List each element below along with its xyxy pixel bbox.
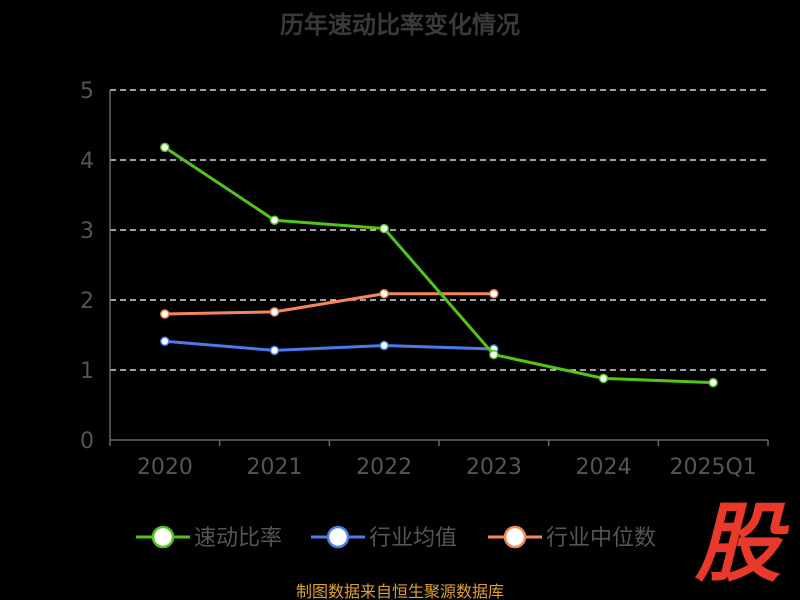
legend-label: 速动比率 — [194, 526, 282, 551]
data-point — [489, 349, 499, 360]
data-point — [708, 377, 718, 388]
x-tick-label: 2022 — [356, 455, 412, 480]
data-point — [489, 288, 499, 299]
axes: 0 1 2 3 4 5 2020 2021 2022 2023 2024 2025Q1 — [80, 79, 769, 480]
x-tick-label: 2023 — [466, 455, 522, 480]
x-tick-label: 2021 — [247, 455, 303, 480]
data-point — [379, 340, 389, 351]
legend-swatch-marker — [151, 525, 175, 549]
data-point — [160, 336, 170, 347]
x-tick-label: 2025Q1 — [670, 455, 757, 480]
data-point — [598, 373, 609, 384]
y-tick-label: 1 — [80, 359, 94, 384]
source-note: 制图数据来自恒生聚源数据库 — [296, 582, 504, 600]
data-point — [269, 307, 280, 317]
chart-title: 历年速动比率变化情况 — [280, 11, 520, 39]
data-point — [160, 309, 170, 319]
x-tick-label: 2020 — [137, 455, 193, 480]
y-tick-label: 4 — [80, 149, 94, 174]
legend-label: 行业中位数 — [546, 526, 656, 551]
y-tick-label: 2 — [80, 289, 94, 314]
brand-logo: 股 — [695, 494, 781, 594]
x-tick-label: 2024 — [576, 455, 632, 480]
legend-swatch-marker — [503, 525, 527, 549]
data-point — [379, 223, 389, 234]
y-tick-label: 5 — [80, 79, 94, 104]
legend-label: 行业均值 — [369, 526, 457, 551]
y-tick-label: 0 — [80, 429, 94, 454]
series-line-0 — [163, 146, 714, 385]
data-point — [269, 215, 280, 225]
y-tick-label: 3 — [80, 219, 94, 244]
series-lines — [160, 142, 718, 388]
data-point — [379, 288, 389, 299]
legend-swatch-marker — [326, 525, 350, 549]
data-point — [160, 142, 170, 153]
grid-lines — [110, 89, 768, 371]
data-point — [269, 345, 280, 356]
legend: 速动比率 行业均值 行业中位数 — [136, 525, 656, 551]
series-line-1 — [164, 339, 494, 352]
